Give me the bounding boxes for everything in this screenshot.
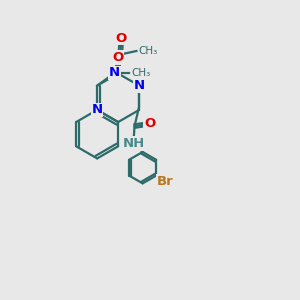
Text: N: N [92,103,103,116]
Text: NH: NH [122,137,145,150]
Text: N: N [134,79,145,92]
Text: N: N [109,67,120,80]
Text: O: O [116,32,127,45]
Text: O: O [112,51,124,64]
Text: CH₃: CH₃ [132,68,151,78]
Text: O: O [144,117,155,130]
Text: Br: Br [157,175,174,188]
Text: CH₃: CH₃ [139,46,158,56]
